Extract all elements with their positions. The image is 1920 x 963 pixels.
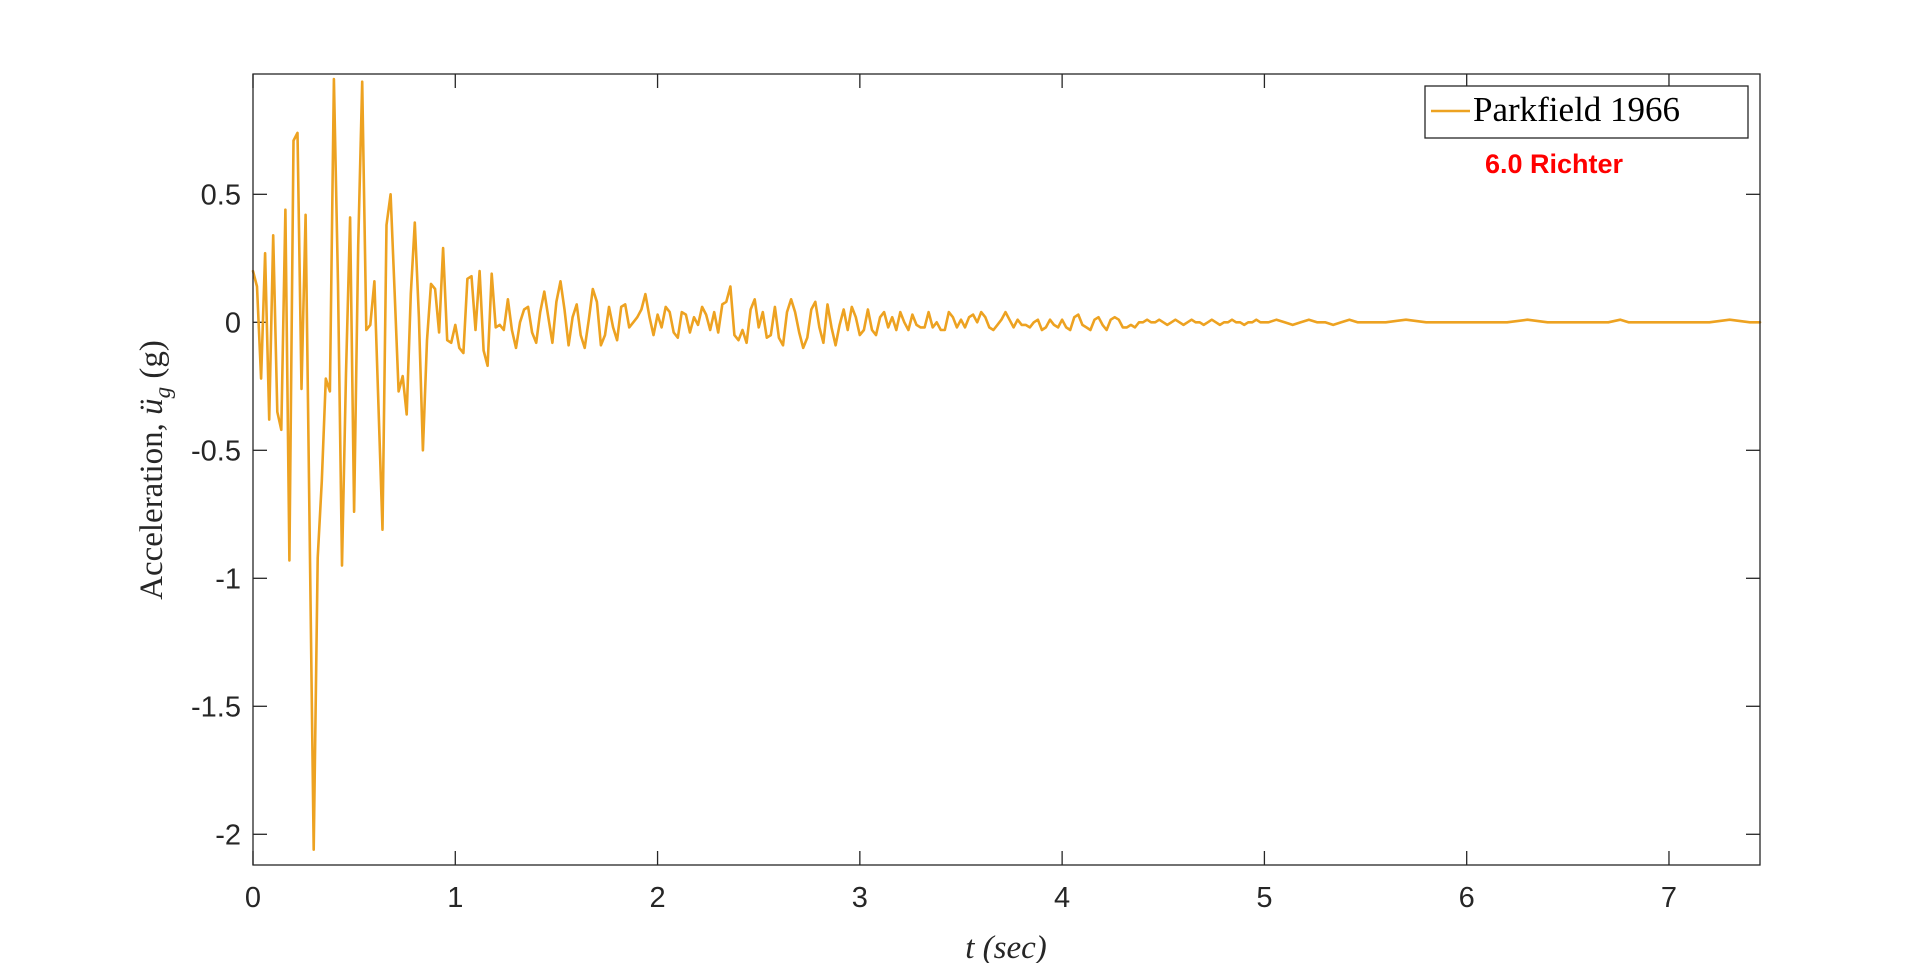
x-tick-label-4: 4 <box>1054 882 1070 914</box>
y-axis-label-symbol: ü <box>134 398 170 415</box>
x-tick-label-3: 3 <box>852 882 868 914</box>
annotation-richter: 6.0 Richter <box>1485 149 1624 179</box>
y-tick-label--0.5: -0.5 <box>191 435 241 467</box>
y-axis-label-unit: (g) <box>134 340 170 387</box>
y-axis-label: Acceleration, üg (g) <box>134 340 175 600</box>
y-tick-label--2: -2 <box>215 819 241 851</box>
x-tick-label-5: 5 <box>1256 882 1272 914</box>
y-tick-label-0.5: 0.5 <box>201 179 241 211</box>
x-tick-label-2: 2 <box>649 882 665 914</box>
x-tick-label-7: 7 <box>1661 882 1677 914</box>
y-axis-label-subscript: g <box>150 387 175 399</box>
series-line-parkfield-1966 <box>251 77 1762 851</box>
y-axis-label-main: Acceleration, <box>134 415 170 600</box>
x-axis-label: t (sec) <box>965 930 1047 963</box>
legend-label: Parkfield 1966 <box>1473 90 1680 129</box>
y-tick-label-0: 0 <box>225 307 241 339</box>
tick-labels: 0 1 2 3 4 5 6 7 -2 -1.5 -1 -0.5 0 0.5 <box>191 179 1677 914</box>
legend: Parkfield 1966 <box>1424 85 1749 139</box>
x-tick-label-1: 1 <box>447 882 463 914</box>
x-tick-label-6: 6 <box>1459 882 1475 914</box>
y-tick-label--1: -1 <box>215 563 241 595</box>
y-tick-label--1.5: -1.5 <box>191 691 241 723</box>
plot-background <box>253 74 1760 865</box>
x-tick-label-0: 0 <box>245 882 261 914</box>
legend-box <box>1424 85 1749 139</box>
axes-box <box>252 73 1761 866</box>
